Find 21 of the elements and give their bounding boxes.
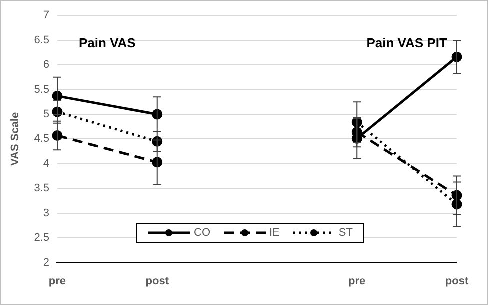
y-tick-label: 3.5 bbox=[34, 182, 50, 195]
x-tick-label: post bbox=[146, 275, 170, 288]
x-tick-label: pre bbox=[48, 275, 66, 288]
y-tick-label: 5.5 bbox=[34, 84, 50, 96]
legend-label: CO bbox=[194, 227, 210, 239]
y-axis-title: VAS Scale bbox=[10, 112, 22, 166]
y-tick-label: 3 bbox=[43, 207, 50, 220]
y-tick-label: 5 bbox=[43, 108, 50, 121]
y-tick-label: 4 bbox=[43, 158, 50, 170]
y-tick-label: 6 bbox=[43, 59, 50, 72]
y-tick-label: 6.5 bbox=[34, 34, 50, 46]
x-tick-label: pre bbox=[348, 275, 366, 288]
legend-label: ST bbox=[338, 227, 353, 239]
y-tick-label: 7 bbox=[43, 10, 50, 22]
y-tick-label: 2.5 bbox=[34, 232, 50, 244]
legend-label: IE bbox=[270, 227, 280, 239]
annotation: Pain VAS PIT bbox=[366, 36, 448, 51]
annotation: Pain VAS bbox=[79, 36, 136, 51]
y-tick-label: 2 bbox=[43, 256, 50, 269]
x-tick-label: post bbox=[445, 275, 469, 288]
y-tick-label: 4.5 bbox=[34, 133, 50, 146]
